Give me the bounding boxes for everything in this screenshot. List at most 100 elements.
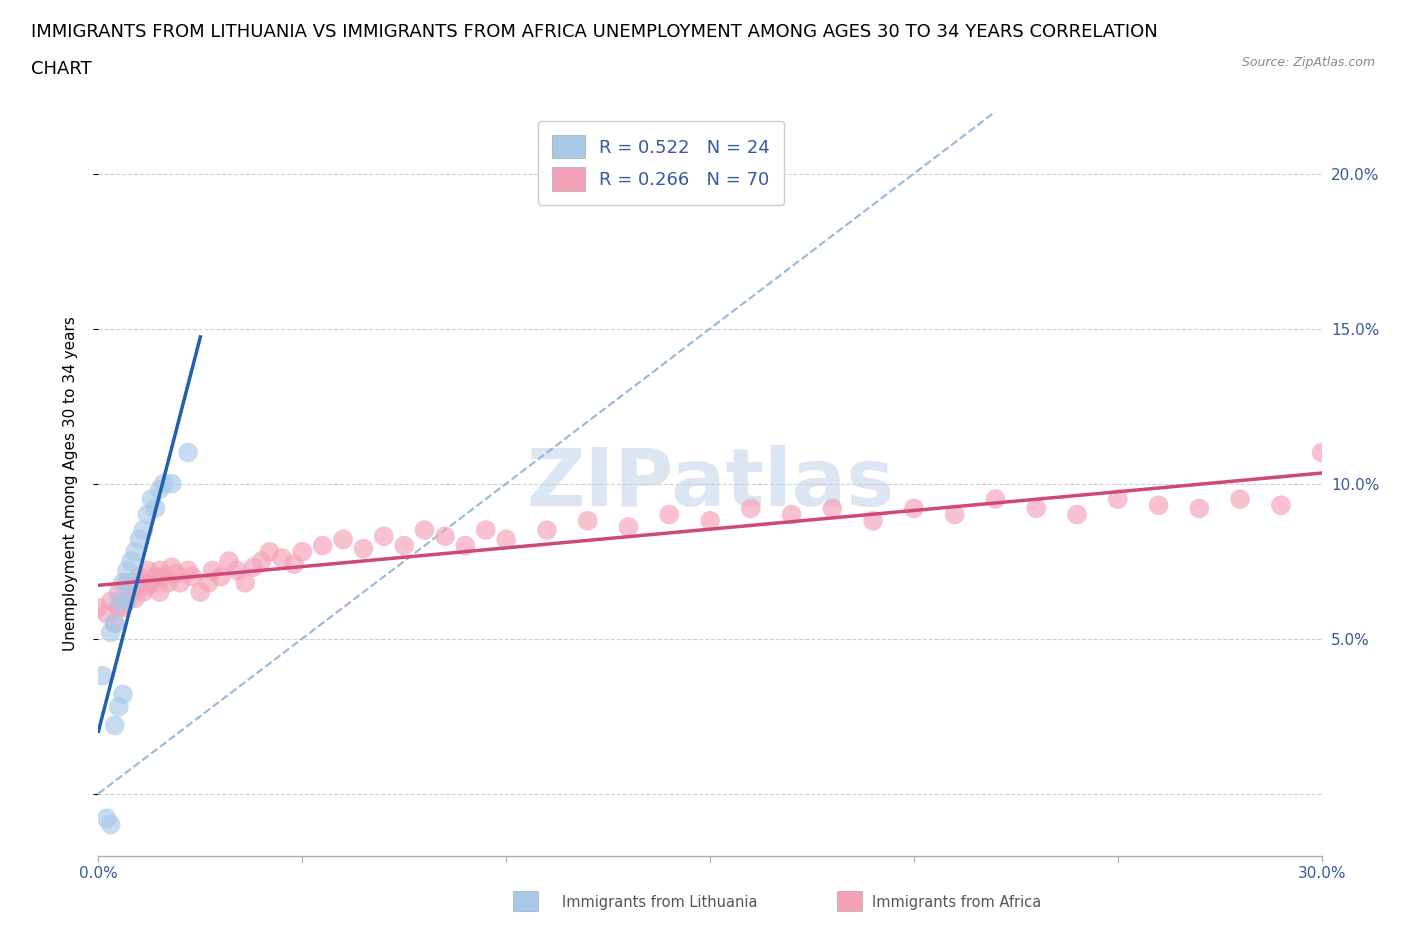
Point bbox=[149, 585, 172, 600]
Point bbox=[128, 532, 150, 547]
Point bbox=[177, 445, 200, 460]
Point bbox=[1270, 498, 1292, 512]
Point bbox=[699, 513, 721, 528]
Point bbox=[201, 563, 224, 578]
Point bbox=[352, 541, 374, 556]
Point bbox=[124, 544, 146, 559]
Point bbox=[226, 563, 249, 578]
Point bbox=[108, 699, 131, 714]
Point bbox=[136, 563, 159, 578]
Point bbox=[115, 594, 138, 609]
Point bbox=[104, 616, 127, 631]
Point bbox=[149, 483, 172, 498]
Point bbox=[209, 569, 232, 584]
Point bbox=[128, 569, 150, 584]
Point bbox=[392, 538, 416, 553]
Point bbox=[259, 544, 281, 559]
Point bbox=[181, 569, 204, 584]
Point bbox=[291, 544, 314, 559]
Point bbox=[132, 585, 155, 600]
Text: Source: ZipAtlas.com: Source: ZipAtlas.com bbox=[1241, 56, 1375, 69]
Point bbox=[617, 520, 640, 535]
Point bbox=[87, 600, 110, 615]
Legend: R = 0.522   N = 24, R = 0.266   N = 70: R = 0.522 N = 24, R = 0.266 N = 70 bbox=[538, 121, 785, 205]
Text: CHART: CHART bbox=[31, 60, 91, 78]
Point bbox=[536, 523, 558, 538]
Point bbox=[495, 532, 517, 547]
Point bbox=[136, 578, 159, 593]
Point bbox=[96, 811, 118, 826]
Point bbox=[115, 576, 138, 591]
Point bbox=[108, 594, 131, 609]
Point bbox=[152, 569, 174, 584]
Point bbox=[1147, 498, 1170, 512]
Point bbox=[373, 529, 395, 544]
Point bbox=[141, 576, 163, 591]
Point bbox=[862, 513, 884, 528]
Point bbox=[474, 523, 498, 538]
Point bbox=[120, 585, 142, 600]
Point bbox=[250, 553, 273, 568]
Point bbox=[188, 585, 212, 600]
Point bbox=[1107, 492, 1129, 507]
Point bbox=[658, 507, 681, 522]
Point bbox=[120, 576, 142, 591]
Point bbox=[115, 563, 138, 578]
Point bbox=[111, 576, 134, 591]
Point bbox=[1066, 507, 1088, 522]
Point bbox=[177, 563, 200, 578]
Point bbox=[165, 566, 187, 581]
Point bbox=[218, 553, 240, 568]
Point bbox=[233, 576, 256, 591]
Point bbox=[108, 600, 131, 615]
Point bbox=[197, 576, 219, 591]
Point bbox=[145, 569, 167, 584]
Point bbox=[413, 523, 436, 538]
Point bbox=[270, 551, 294, 565]
Point bbox=[120, 553, 142, 568]
Text: IMMIGRANTS FROM LITHUANIA VS IMMIGRANTS FROM AFRICA UNEMPLOYMENT AMONG AGES 30 T: IMMIGRANTS FROM LITHUANIA VS IMMIGRANTS … bbox=[31, 23, 1157, 41]
Point bbox=[434, 529, 457, 544]
Point bbox=[100, 594, 122, 609]
Point bbox=[124, 591, 146, 605]
Point bbox=[152, 476, 174, 491]
Point bbox=[156, 576, 179, 591]
Point bbox=[169, 576, 191, 591]
Point bbox=[136, 507, 159, 522]
Point bbox=[984, 492, 1007, 507]
Point bbox=[111, 687, 134, 702]
Point bbox=[111, 600, 134, 615]
Point bbox=[128, 576, 150, 591]
Text: ZIPatlas: ZIPatlas bbox=[526, 445, 894, 523]
Point bbox=[108, 585, 131, 600]
Point bbox=[149, 563, 172, 578]
Point bbox=[141, 492, 163, 507]
Point bbox=[145, 501, 167, 516]
Point bbox=[100, 817, 122, 832]
Point bbox=[454, 538, 477, 553]
Point bbox=[1025, 501, 1047, 516]
Point bbox=[96, 606, 118, 621]
Point bbox=[115, 594, 138, 609]
Text: Immigrants from Africa: Immigrants from Africa bbox=[872, 895, 1040, 910]
Point bbox=[576, 513, 599, 528]
Point bbox=[332, 532, 354, 547]
Point bbox=[104, 718, 127, 733]
Point bbox=[100, 625, 122, 640]
Point bbox=[132, 523, 155, 538]
Point bbox=[1229, 492, 1251, 507]
Point bbox=[943, 507, 966, 522]
Point bbox=[780, 507, 803, 522]
Point bbox=[821, 501, 844, 516]
Point bbox=[160, 560, 183, 575]
Point bbox=[903, 501, 925, 516]
Point bbox=[312, 538, 335, 553]
Point bbox=[1310, 445, 1333, 460]
Point bbox=[740, 501, 762, 516]
Y-axis label: Unemployment Among Ages 30 to 34 years: Unemployment Among Ages 30 to 34 years bbox=[63, 316, 77, 651]
Point bbox=[283, 557, 305, 572]
Text: Immigrants from Lithuania: Immigrants from Lithuania bbox=[562, 895, 758, 910]
Point bbox=[242, 560, 264, 575]
Point bbox=[91, 669, 114, 684]
Point bbox=[1188, 501, 1211, 516]
